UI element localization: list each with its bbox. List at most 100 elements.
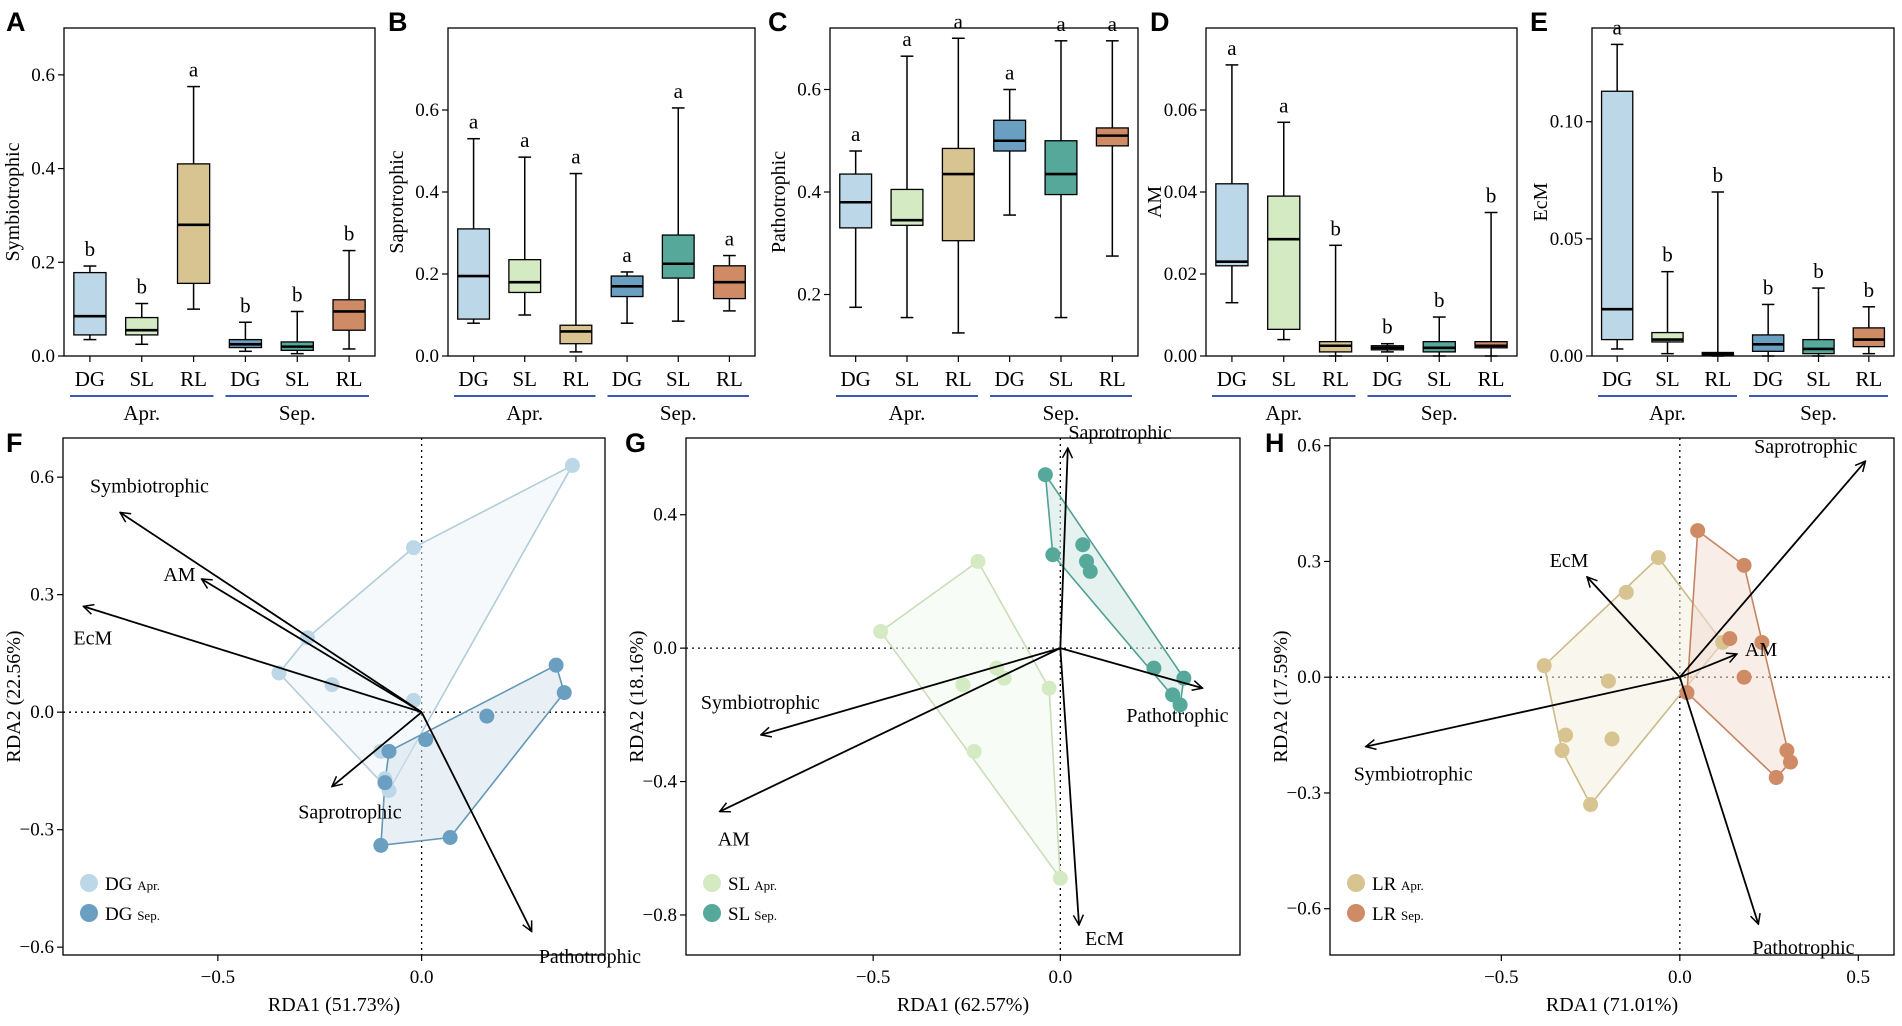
loading-arrow [1366, 676, 1681, 746]
x-tick-label: RL [1478, 367, 1505, 391]
sample-point [1554, 743, 1570, 759]
x-tick-label: RL [1704, 367, 1731, 391]
panel-label-F: F [6, 428, 23, 458]
y-tick-label: 0.4 [31, 159, 55, 180]
y-tick-label: 0.6 [415, 100, 439, 121]
sample-point [479, 708, 495, 724]
legend-subscript: Sep. [754, 908, 777, 923]
legend-label: DG Sep. [105, 904, 160, 925]
box [332, 299, 366, 331]
significance-letter: b [1486, 184, 1497, 208]
significance-letter: a [189, 58, 199, 82]
legend-marker [703, 904, 721, 922]
sample-point [381, 743, 397, 759]
sample-point [1604, 731, 1620, 747]
box [559, 324, 593, 345]
x-tick-label: 0.0 [410, 967, 434, 988]
y-tick-label: −0.6 [1287, 899, 1321, 920]
y-tick-label: 0.4 [653, 505, 677, 526]
box [1852, 327, 1886, 348]
panel-label-D: D [1150, 7, 1170, 37]
y-tick-label: 0.00 [1164, 346, 1197, 367]
plot-frame [447, 27, 756, 357]
arrow-label: Symbiotrophic [90, 475, 209, 497]
group-label: Apr. [1265, 401, 1302, 425]
y-axis-label: RDA2 (17.59%) [1270, 630, 1292, 762]
legend-label: DG Apr. [105, 874, 160, 895]
arrow-label: Saprotrophic [1754, 436, 1857, 458]
significance-letter: b [344, 222, 355, 246]
x-tick-label: RL [180, 367, 207, 391]
y-tick-label: 0.05 [1550, 229, 1583, 250]
x-axis-label: RDA1 (62.57%) [897, 994, 1029, 1016]
sample-point [564, 457, 580, 473]
legend-label: SL Sep. [728, 904, 777, 925]
y-tick-label: 0.02 [1164, 264, 1197, 285]
panel-label-C: C [768, 7, 788, 37]
group-label: Sep. [1043, 401, 1080, 425]
significance-letter: b [1434, 288, 1445, 312]
group-label: Apr. [889, 401, 926, 425]
significance-letter: a [1056, 12, 1066, 36]
y-tick-label: 0.4 [415, 182, 439, 203]
sample-point [377, 775, 393, 791]
y-tick-label: −0.4 [643, 772, 678, 793]
loading-arrow [1059, 448, 1067, 649]
panel-label-E: E [1530, 7, 1548, 37]
y-tick-label: 0.6 [31, 65, 55, 86]
sample-point [405, 692, 421, 708]
legend-marker [80, 904, 98, 922]
arrow-label: EcM [1550, 550, 1589, 572]
group-label: Sep. [660, 401, 697, 425]
y-tick-label: 0.3 [1297, 551, 1321, 572]
y-tick-label: −0.6 [20, 937, 54, 958]
loading-arrow [83, 606, 422, 714]
plot-frame [1205, 27, 1518, 357]
sample-point [405, 540, 421, 556]
arrow-label: EcM [1085, 928, 1124, 950]
y-tick-label: 0.6 [1297, 436, 1321, 457]
y-tick-label: 0.6 [797, 80, 821, 101]
x-tick-label: DG [612, 367, 642, 391]
legend-group-name: LR [1372, 904, 1401, 925]
y-axis-label: RDA2 (22.56%) [3, 630, 25, 762]
significance-letter: a [674, 79, 684, 103]
y-tick-label: 0.4 [797, 182, 821, 203]
arrow-label: AM [163, 564, 195, 586]
x-tick-label: DG [458, 367, 488, 391]
significance-letter: a [622, 243, 632, 267]
x-tick-label: RL [1322, 367, 1349, 391]
loading-arrow [1059, 648, 1079, 925]
x-tick-label: −0.5 [1484, 967, 1518, 988]
sample-point [548, 657, 564, 673]
y-tick-label: 0.6 [30, 467, 54, 488]
significance-letter: a [1613, 15, 1623, 39]
sample-point [1037, 467, 1053, 483]
y-tick-label: 0.0 [1297, 667, 1321, 688]
sample-point [418, 732, 434, 748]
significance-letter: a [571, 145, 581, 169]
box [1651, 331, 1684, 343]
y-tick-label: −0.8 [643, 905, 677, 926]
legend-marker [1347, 874, 1365, 892]
sample-point [1650, 550, 1666, 566]
sample-point [1722, 631, 1738, 647]
significance-letter: b [1330, 216, 1341, 240]
sample-point [1583, 797, 1599, 813]
group-hull [1686, 529, 1792, 779]
y-axis-label: Saprotrophic [386, 150, 408, 253]
significance-letter: a [902, 27, 912, 51]
sample-point [966, 744, 982, 760]
plot-frame [63, 27, 376, 357]
arrow-label: Saprotrophic [1068, 422, 1171, 444]
box [73, 271, 107, 336]
significance-letter: a [469, 110, 479, 134]
significance-letter: a [1227, 36, 1237, 60]
y-tick-label: 0.0 [30, 702, 54, 723]
group-hull [879, 560, 1062, 881]
sample-point [1690, 523, 1706, 539]
sample-point [1736, 669, 1752, 685]
box [1600, 90, 1634, 341]
x-tick-label: SL [1427, 367, 1452, 391]
